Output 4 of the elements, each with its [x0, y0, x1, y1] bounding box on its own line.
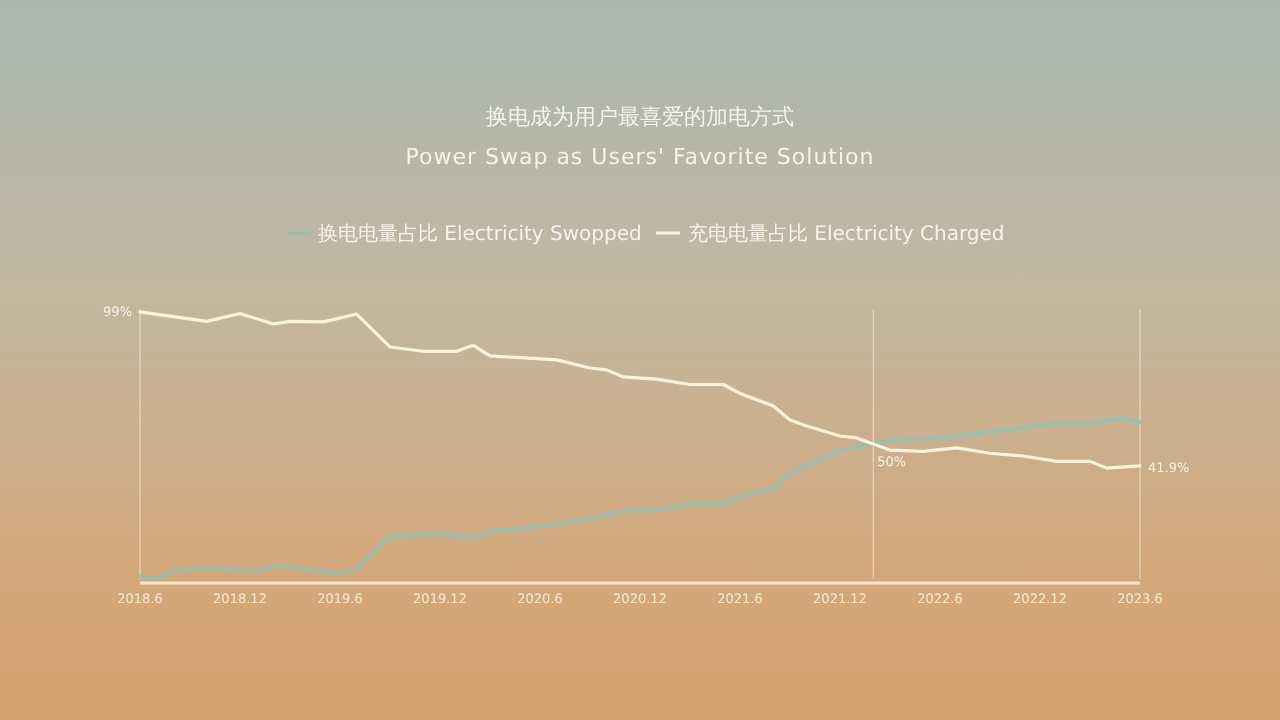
title: 换电成为用户最喜爱的加电方式 — [486, 104, 794, 130]
legend-label: 充电电量占比 Electricity Charged — [688, 222, 1005, 246]
subtitle: Power Swap as Users' Favorite Solution — [405, 144, 875, 170]
legend-label: 换电电量占比 Electricity Swopped — [318, 222, 642, 246]
